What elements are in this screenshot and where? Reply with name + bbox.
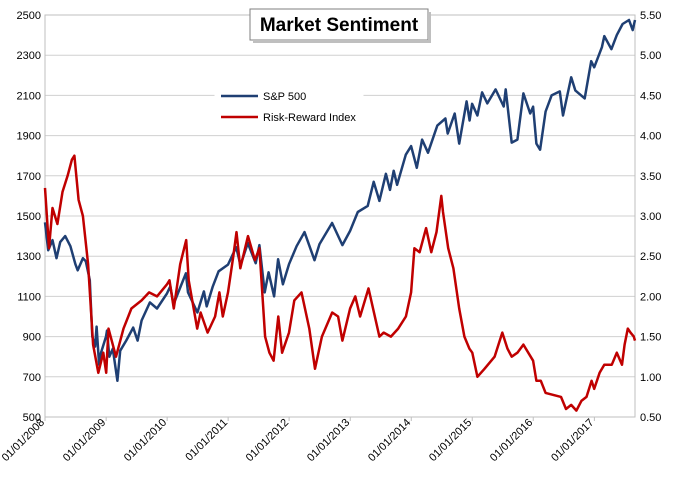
legend-label-risk-reward: Risk-Reward Index — [263, 112, 356, 124]
y-right-tick-label: 3.50 — [640, 171, 661, 183]
x-tick-label: 01/01/2017 — [549, 417, 596, 464]
y-right-tick-label: 5.50 — [640, 10, 661, 22]
y-right-tick-label: 2.00 — [640, 291, 661, 303]
y-left-tick-label: 1900 — [17, 131, 41, 143]
y-right-tick-label: 4.00 — [640, 131, 661, 143]
legend: S&P 500 Risk-Reward Index — [214, 79, 364, 131]
y-right-tick-label: 3.00 — [640, 211, 661, 223]
x-tick-label: 01/01/2011 — [183, 417, 230, 464]
x-tick-label: 01/01/2009 — [61, 417, 108, 464]
x-tick-label: 01/01/2014 — [366, 417, 413, 464]
y-left-tick-label: 1100 — [17, 291, 41, 303]
title-shadow-bottom — [253, 40, 431, 43]
legend-box — [214, 79, 364, 131]
y-left-tick-label: 500 — [23, 412, 41, 424]
y-left-tick-label: 1500 — [17, 211, 41, 223]
x-tick-label: 01/01/2015 — [427, 417, 474, 464]
y-right-tick-label: 5.00 — [640, 50, 661, 62]
legend-label-sp500: S&P 500 — [263, 91, 306, 103]
x-tick-label: 01/01/2010 — [122, 417, 169, 464]
chart-title: Market Sentiment — [260, 15, 419, 36]
y-right-tick-label: 1.50 — [640, 332, 661, 344]
y-left-tick-label: 2100 — [17, 90, 41, 102]
series-lines — [43, 18, 637, 412]
x-tick-label: 01/01/2016 — [488, 417, 535, 464]
chart-title-box: Market Sentiment — [249, 8, 431, 43]
y-right-tick-label: 1.00 — [640, 372, 661, 384]
y-right-tick-label: 4.50 — [640, 90, 661, 102]
series-line-risk-reward — [43, 154, 637, 412]
y-right-tick-label: 2.50 — [640, 251, 661, 263]
y-left-tick-label: 2300 — [17, 50, 41, 62]
left-axis-labels: 2500 2300 2100 1900 1700 1500 1300 1100 900 700 50… — [17, 10, 41, 424]
right-axis-labels: 5.50 5.00 4.50 4.00 3.50 3.00 2.50 2.00 1.50 1.00… — [640, 10, 661, 424]
y-left-tick-label: 1700 — [17, 171, 41, 183]
series-line-sp500 — [43, 18, 637, 383]
y-left-tick-label: 900 — [23, 332, 41, 344]
x-tick-label: 01/01/2012 — [244, 417, 291, 464]
x-axis-labels: 01/01/2008 01/01/2009 01/01/2010 01/01/2011… — [0, 417, 597, 464]
y-left-tick-label: 1300 — [17, 251, 41, 263]
y-right-tick-label: 0.50 — [640, 412, 661, 424]
y-left-tick-label: 700 — [23, 372, 41, 384]
x-tick-label: 01/01/2013 — [305, 417, 352, 464]
title-shadow-right — [428, 12, 431, 43]
y-left-tick-label: 2500 — [17, 10, 41, 22]
